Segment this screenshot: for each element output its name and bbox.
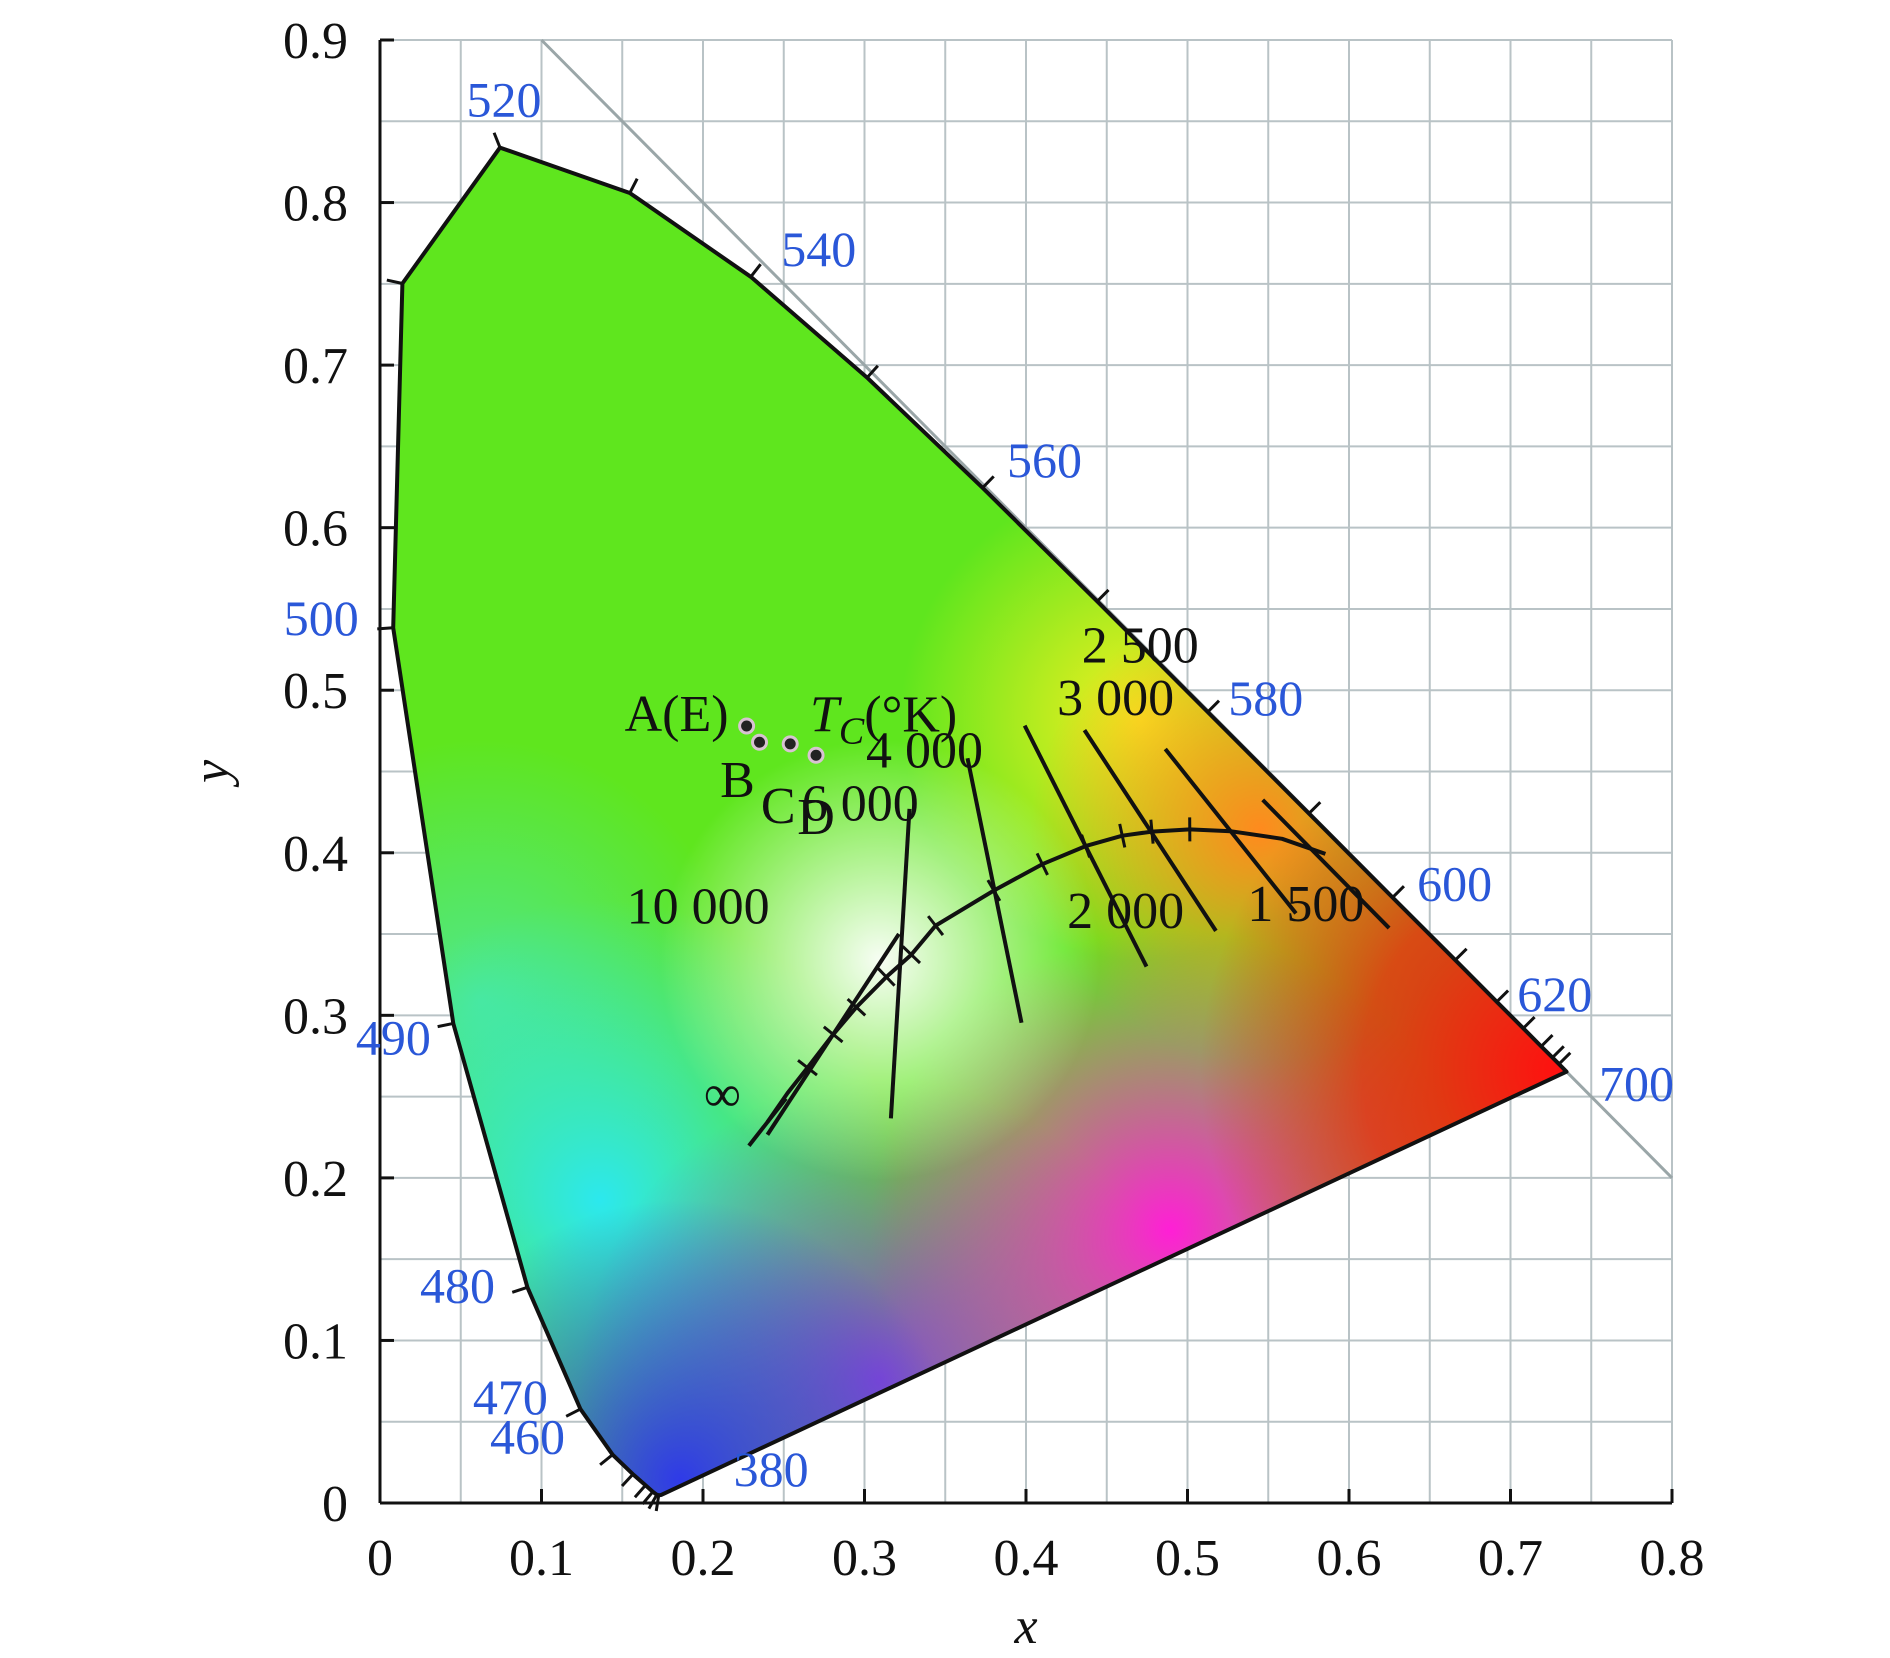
locus-tick [1307,801,1322,815]
isotherm-line [1163,747,1298,915]
y-tick-label: 0.1 [283,1313,348,1370]
x-tick-label: 0.4 [994,1530,1059,1587]
illuminant-label: B [720,752,755,809]
temperature-unit-label: TC(°K) [810,687,957,753]
locus-tick [1495,989,1510,1003]
locus-tick [1206,699,1221,714]
isotherm-label: 2 500 [1082,618,1199,675]
y-tick-label: 0.5 [283,663,348,720]
locus-tick [1551,1045,1565,1059]
locus-tick [1454,947,1468,962]
locus-tick [565,1407,582,1418]
wavelength-label-470: 470 [473,1369,548,1425]
isotherm-line [1082,729,1218,932]
x-tick-label: 0.3 [832,1530,897,1587]
y-tick-label: 0 [322,1476,348,1533]
planck-tick [797,1059,818,1077]
y-tick-label: 0.3 [283,988,348,1045]
isotherm-label: 4 000 [866,722,983,779]
isotherm-label: ∞ [704,1066,741,1123]
illuminant-point [751,733,769,751]
y-tick-label: 0.7 [283,338,348,395]
isotherm-label: 1 500 [1247,876,1364,933]
x-tick-label: 0 [367,1530,393,1587]
x-tick-label: 0.6 [1317,1530,1382,1587]
locus-tick [511,1285,528,1294]
planck-tick [927,915,945,936]
wavelength-label-580: 580 [1228,670,1303,726]
y-tick-label: 0.2 [283,1151,348,1208]
wavelength-label-600: 600 [1417,855,1492,911]
locus-tick [1522,1015,1536,1030]
wavelength-label-500: 500 [284,590,359,646]
wavelength-label-560: 560 [1007,432,1082,488]
x-tick-label: 0.1 [509,1530,574,1587]
wavelength-label-480: 480 [420,1257,495,1313]
x-tick-label: 0.5 [1155,1530,1220,1587]
planck-tick [901,945,922,965]
planckian-locus [747,724,1391,1147]
y-tick-label: 0.9 [283,13,348,70]
x-tick-label: 0.8 [1640,1530,1705,1587]
locus-tick [620,1473,635,1487]
y-tick-label: 0.8 [283,176,348,233]
locus-tick [981,475,995,489]
illuminant-point [738,717,756,735]
planck-tick [846,997,867,1017]
isotherm-line [965,757,1024,1024]
planck-tick [1035,852,1049,876]
isotherm-line [1022,724,1149,968]
locus-tick [749,263,762,278]
locus-tick [1096,588,1110,603]
locus-tick [492,132,502,149]
wavelength-label-380: 380 [734,1441,809,1497]
planck-tick [1118,823,1127,848]
locus-tick [437,1021,454,1029]
illuminant-label: C [761,778,796,835]
locus-tick [1540,1034,1554,1048]
x-tick-label: 0.7 [1478,1530,1543,1587]
illuminant-point [807,746,825,764]
spectral-locus-line [391,145,1569,1498]
planck-tick [876,967,896,987]
isotherm-label: 10 000 [627,878,770,935]
wavelength-label-620: 620 [1517,966,1592,1022]
isotherm-line [747,1097,788,1147]
wavelength-label-540: 540 [781,221,856,277]
locus-tick [1391,885,1405,899]
isotherm-line [1261,798,1391,930]
y-tick-label: 0.6 [283,501,348,558]
axes: 0 0.1 0.2 0.3 0.4 0.5 0.6 0.7 0.8 0 0.1 0.2 0.3 0.4 0.… [183,13,1705,1655]
illuminant-label: D [797,789,835,846]
spectral-locus [377,132,1572,1512]
wavelength-label-520: 520 [466,72,541,128]
x-axis-title: x [1013,1598,1037,1655]
locus-tick [599,1453,614,1466]
locus-tick [628,178,639,194]
y-tick-label: 0.4 [283,826,348,883]
isotherm-label: 2 000 [1067,883,1184,940]
illuminant-label: A(E) [625,686,729,743]
y-axis-title: y [183,759,240,788]
wavelength-label-700: 700 [1599,1056,1674,1112]
locus-tick [633,1484,647,1499]
wavelength-label-490: 490 [356,1009,431,1065]
locus-tick [1557,1051,1572,1066]
isotherm-label: 6 000 [802,776,919,833]
illuminant-point [781,735,799,753]
locus-tick [865,364,879,379]
isotherm-line [765,932,901,1136]
locus-tick [386,278,403,285]
isotherm-label: 3 000 [1057,670,1174,727]
wavelength-label-460: 460 [490,1409,565,1465]
isotherm-line [888,808,912,1119]
x-tick-label: 0.2 [671,1530,736,1587]
